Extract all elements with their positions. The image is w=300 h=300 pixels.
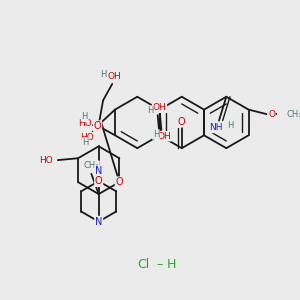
Text: O: O [95, 176, 103, 186]
Text: NH: NH [209, 124, 223, 133]
Text: OH: OH [157, 132, 171, 141]
Text: O: O [116, 177, 123, 187]
Text: H: H [147, 106, 154, 115]
Text: H: H [100, 70, 106, 79]
Text: CH₃: CH₃ [287, 110, 300, 119]
Text: H: H [82, 138, 89, 147]
Text: O: O [178, 116, 186, 127]
Text: CH₃: CH₃ [84, 161, 99, 170]
Text: OH: OH [107, 72, 121, 81]
Text: –: – [156, 258, 162, 271]
Text: H: H [167, 258, 176, 271]
Text: N: N [95, 217, 102, 226]
Text: H: H [153, 130, 159, 139]
Text: H: H [82, 112, 88, 122]
Text: O: O [268, 110, 275, 119]
Text: HO: HO [81, 133, 94, 142]
Text: O: O [94, 121, 101, 131]
Text: H: H [227, 121, 233, 130]
Text: HO: HO [78, 119, 92, 128]
Text: Cl: Cl [138, 258, 150, 271]
Text: OH: OH [153, 103, 166, 112]
Text: N: N [95, 166, 102, 176]
Text: HO: HO [40, 156, 53, 165]
